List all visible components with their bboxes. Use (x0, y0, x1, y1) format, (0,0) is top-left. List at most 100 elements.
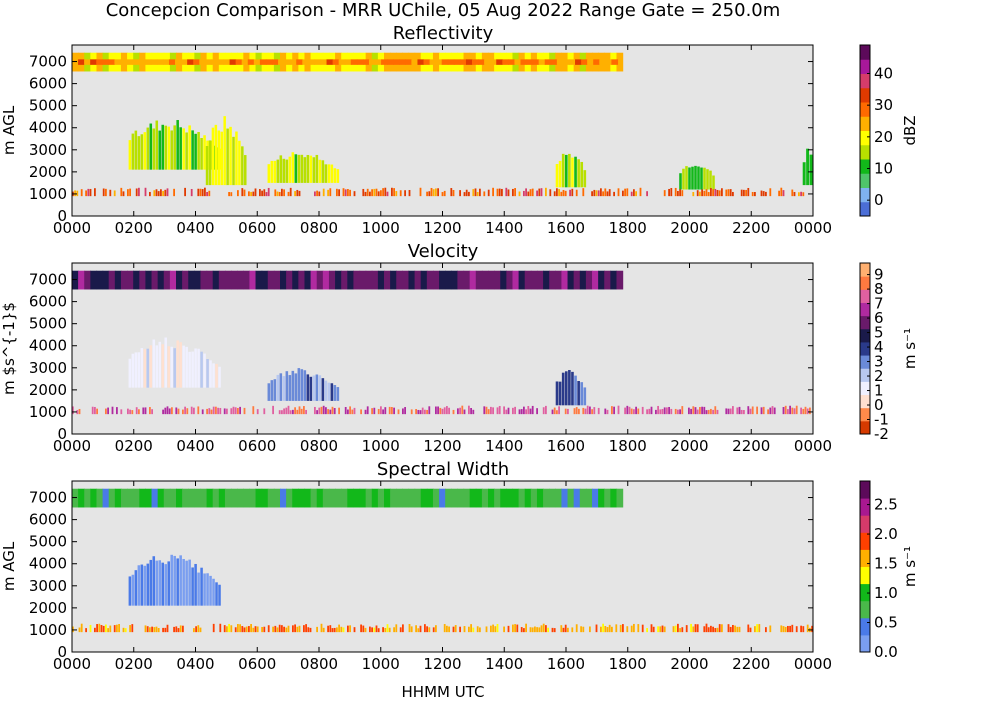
heatmap-cell (72, 488, 79, 508)
heatmap-cell (622, 190, 624, 197)
heatmap-cell (173, 626, 175, 633)
heatmap-cell (424, 409, 426, 415)
heatmap-cell (241, 188, 244, 197)
heatmap-cell (545, 625, 547, 633)
heatmap-cell (102, 270, 110, 290)
heatmap-cell (749, 408, 752, 415)
heatmap-cell (168, 408, 171, 415)
y-tick-label: 3000 (29, 141, 67, 159)
x-tick-label: 1800 (609, 437, 647, 455)
heatmap-cell (610, 488, 618, 508)
heatmap-cell (137, 352, 141, 388)
y-tick-label: 7000 (29, 271, 67, 289)
heatmap-cell (685, 625, 688, 633)
heatmap-cell (243, 627, 246, 633)
heatmap-cell (166, 624, 169, 633)
heatmap-cell (595, 190, 598, 197)
heatmap-cell (802, 408, 805, 415)
heatmap-cell (146, 626, 149, 633)
heatmap-cell (659, 409, 662, 415)
heatmap-upper-layer (72, 270, 624, 290)
heatmap-cell (451, 488, 459, 508)
heatmap-cell (276, 191, 279, 197)
heatmap-cell (179, 342, 182, 388)
heatmap-cell (710, 625, 712, 633)
x-tick-label: 1400 (485, 655, 523, 673)
heatmap-cell (474, 188, 477, 197)
heatmap-cell (716, 627, 719, 633)
heatmap-cell (133, 488, 140, 508)
heatmap-cell (798, 192, 800, 197)
heatmap-cell (353, 627, 356, 633)
heatmap-cell (729, 189, 732, 197)
heatmap-cell (577, 380, 580, 406)
heatmap-cell (591, 191, 593, 197)
heatmap-cell (239, 624, 241, 633)
heatmap-cell (443, 190, 446, 197)
heatmap-cell (185, 346, 188, 388)
heatmap-cell (302, 59, 309, 65)
heatmap-cell (320, 406, 323, 415)
x-tick-label: 0400 (176, 655, 214, 673)
heatmap-cell (396, 270, 403, 290)
heatmap-cell (134, 352, 138, 388)
heatmap-cell (384, 488, 391, 508)
heatmap-cell (276, 159, 280, 183)
heatmap-cell (151, 626, 153, 633)
heatmap-cell (107, 628, 109, 633)
y-tick-label: 1000 (29, 403, 67, 421)
heatmap-cell (386, 624, 389, 633)
heatmap-cell (232, 406, 235, 415)
heatmap-cell (173, 555, 176, 606)
heatmap-cell (637, 624, 640, 633)
heatmap-cell (267, 270, 275, 290)
heatmap-cell (608, 624, 611, 633)
heatmap-cell (111, 406, 114, 415)
heatmap-cell (463, 192, 466, 197)
heatmap-cell (426, 191, 428, 197)
heatmap-cell (108, 270, 116, 290)
heatmap-cell (743, 410, 745, 415)
heatmap-cell (571, 157, 574, 188)
heatmap-cell (185, 132, 188, 170)
heatmap-cell (705, 189, 708, 197)
heatmap-cell (149, 345, 153, 388)
heatmap-cell (166, 188, 169, 197)
heatmap-cell (468, 191, 470, 197)
heatmap-cell (375, 625, 378, 633)
heatmap-cell (452, 626, 455, 633)
heatmap-cell (448, 407, 450, 415)
heatmap-cell (254, 626, 257, 633)
colorbar-segment (860, 515, 870, 533)
heatmap-cell (239, 406, 241, 415)
heatmap-cell (364, 409, 367, 415)
heatmap-cell (681, 406, 684, 415)
heatmap-cell (336, 188, 338, 197)
heatmap-cloud-1420 (802, 148, 813, 186)
heatmap-cell (167, 561, 170, 606)
heatmap-cell (303, 406, 305, 415)
heatmap-cell (120, 270, 128, 290)
heatmap-cell (324, 164, 328, 183)
heatmap-cell (219, 407, 222, 415)
heatmap-cell (237, 270, 244, 290)
heatmap-cell (439, 488, 446, 508)
y-tick-label: 5000 (29, 97, 67, 115)
heatmap-cell (452, 409, 455, 415)
heatmap-cell (375, 188, 378, 197)
heatmap-cell (762, 191, 765, 197)
heatmap-cell (540, 625, 543, 633)
colorbar-frame (859, 262, 871, 435)
heatmap-cell (247, 59, 255, 65)
heatmap-cell (173, 188, 175, 197)
heatmap-cell (149, 407, 151, 415)
heatmap-cell (470, 407, 472, 415)
colorbar-segment (860, 173, 870, 188)
heatmap-cell (74, 190, 76, 197)
heatmap-cell (152, 339, 156, 388)
colorbar-frame (859, 44, 871, 217)
heatmap-cell (285, 627, 288, 633)
heatmap-cell (188, 488, 195, 508)
heatmap-cell (696, 190, 699, 197)
heatmap-cell (327, 164, 331, 183)
